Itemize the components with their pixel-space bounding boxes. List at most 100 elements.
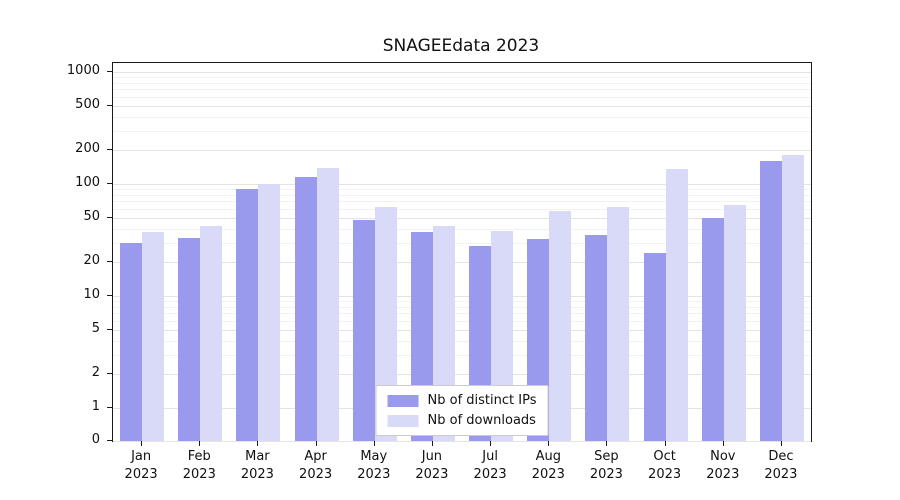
x-tick-mark — [606, 441, 608, 446]
bar-distinct-ips — [294, 177, 317, 441]
y-tick-label: 5 — [91, 320, 100, 336]
x-tick-mark — [257, 441, 259, 446]
y-tick-mark — [107, 216, 112, 218]
y-tick-mark — [107, 407, 112, 408]
minor-gridline — [113, 208, 811, 210]
x-tick-label: Dec 2023 — [764, 449, 798, 482]
x-tick-mark — [431, 441, 433, 446]
x-tick-mark — [315, 441, 317, 446]
legend-swatch-downloads — [387, 414, 419, 427]
minor-gridline — [113, 301, 811, 303]
bar-downloads — [316, 167, 339, 441]
legend: Nb of distinct IPs Nb of downloads — [375, 385, 549, 436]
minor-gridline — [113, 354, 811, 356]
major-gridline — [113, 262, 811, 264]
bar-distinct-ips — [236, 189, 259, 441]
bar-downloads — [607, 207, 630, 441]
y-tick-mark — [107, 440, 112, 441]
x-tick-label: Jan 2023 — [124, 449, 158, 482]
y-tick-label: 500 — [75, 96, 100, 112]
y-tick-label: 100 — [75, 175, 100, 190]
y-tick-mark — [107, 373, 112, 375]
minor-gridline — [113, 96, 811, 98]
x-tick-mark — [373, 441, 375, 446]
bar-distinct-ips — [352, 219, 375, 441]
major-gridline — [113, 296, 811, 297]
minor-gridline — [113, 320, 811, 322]
x-tick-mark — [490, 441, 492, 446]
minor-gridline — [113, 306, 811, 308]
major-gridline — [113, 105, 811, 107]
y-tick-label: 20 — [83, 253, 100, 269]
chart-title: SNAGEEdata 2023 — [382, 36, 540, 56]
x-tick-label: Aug 2023 — [531, 449, 565, 482]
x-tick-mark — [722, 441, 724, 446]
minor-gridline — [113, 116, 811, 118]
bar-distinct-ips — [178, 237, 201, 441]
x-tick-mark — [141, 441, 143, 446]
y-tick-label: 200 — [75, 141, 100, 157]
bar-downloads — [549, 211, 572, 441]
major-gridline — [113, 329, 811, 331]
minor-gridline — [113, 89, 811, 91]
x-tick-label: Jun 2023 — [415, 449, 449, 482]
minor-gridline — [113, 194, 811, 196]
bar-distinct-ips — [759, 161, 782, 441]
bar-downloads — [200, 226, 223, 441]
bar-downloads — [142, 232, 165, 441]
legend-label-distinct-ips: Nb of distinct IPs — [427, 393, 537, 408]
y-tick-mark — [107, 183, 112, 184]
bar-distinct-ips — [643, 253, 666, 441]
x-tick-label: May 2023 — [357, 449, 391, 482]
y-tick-label: 1000 — [66, 63, 100, 78]
minor-gridline — [113, 201, 811, 203]
minor-gridline — [113, 189, 811, 191]
bar-distinct-ips — [585, 235, 608, 441]
legend-item-downloads: Nb of downloads — [387, 413, 537, 428]
y-tick-label: 1 — [91, 399, 100, 414]
x-tick-mark — [780, 441, 782, 446]
x-tick-mark — [548, 441, 550, 446]
x-tick-label: Sep 2023 — [589, 449, 623, 482]
minor-gridline — [113, 242, 811, 244]
major-gridline — [113, 150, 811, 152]
bar-downloads — [258, 184, 281, 441]
y-tick-label: 0 — [91, 432, 100, 447]
y-tick-mark — [107, 328, 112, 330]
x-tick-label: Nov 2023 — [706, 449, 740, 482]
x-tick-label: Jul 2023 — [473, 449, 507, 482]
minor-gridline — [113, 313, 811, 315]
minor-gridline — [113, 228, 811, 230]
bar-distinct-ips — [120, 242, 143, 441]
y-tick-label: 10 — [83, 287, 100, 302]
y-tick-label: 2 — [91, 365, 100, 381]
y-tick-mark — [107, 104, 112, 106]
minor-gridline — [113, 82, 811, 84]
minor-gridline — [113, 77, 811, 79]
major-gridline — [113, 184, 811, 185]
plot-area: Nb of distinct IPs Nb of downloads — [112, 62, 812, 442]
major-gridline — [113, 217, 811, 219]
x-tick-label: Mar 2023 — [240, 449, 274, 482]
x-tick-mark — [664, 441, 666, 446]
bar-downloads — [723, 205, 746, 441]
major-gridline — [113, 441, 811, 442]
major-gridline — [113, 72, 811, 73]
x-tick-label: Apr 2023 — [299, 449, 333, 482]
legend-item-distinct-ips: Nb of distinct IPs — [387, 393, 537, 408]
legend-swatch-distinct-ips — [387, 394, 419, 407]
major-gridline — [113, 374, 811, 376]
y-tick-mark — [107, 261, 112, 263]
y-tick-mark — [107, 149, 112, 151]
minor-gridline — [113, 340, 811, 342]
bar-downloads — [665, 169, 688, 441]
x-tick-label: Feb 2023 — [182, 449, 216, 482]
bar-downloads — [781, 155, 804, 441]
y-tick-label: 50 — [83, 208, 100, 224]
bar-downloads — [374, 207, 397, 441]
bar-distinct-ips — [701, 217, 724, 441]
legend-label-downloads: Nb of downloads — [427, 413, 536, 428]
x-tick-mark — [199, 441, 201, 446]
x-tick-label: Oct 2023 — [648, 449, 682, 482]
